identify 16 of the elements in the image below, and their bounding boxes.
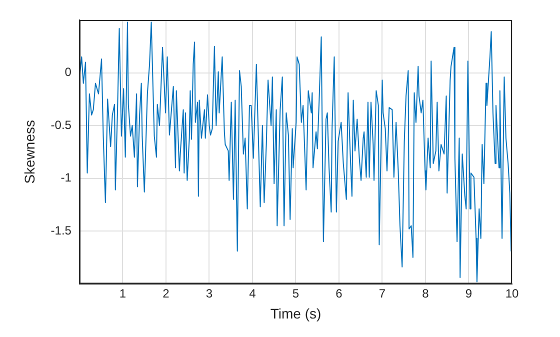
y-tick-label: 0: [64, 65, 72, 80]
x-tick-label: 4: [249, 286, 256, 300]
y-tick-label: -1: [60, 170, 72, 185]
x-tick-label: 1: [119, 286, 126, 300]
x-tick-label: 8: [422, 286, 430, 300]
x-axis-title: Time (s): [270, 305, 322, 322]
x-tick-label: 6: [336, 286, 343, 300]
x-tick-label: 9: [465, 286, 472, 300]
y-axis-title: Skewness: [21, 120, 38, 184]
x-tick-label: 2: [162, 286, 170, 300]
x-tick-label: 3: [206, 286, 213, 300]
x-tick-label: 5: [292, 286, 300, 300]
x-tick-label: 10: [505, 286, 519, 300]
y-tick-label: -1.5: [50, 223, 72, 238]
y-tick-label: -0.5: [50, 118, 72, 132]
x-tick-label: 7: [378, 286, 386, 300]
